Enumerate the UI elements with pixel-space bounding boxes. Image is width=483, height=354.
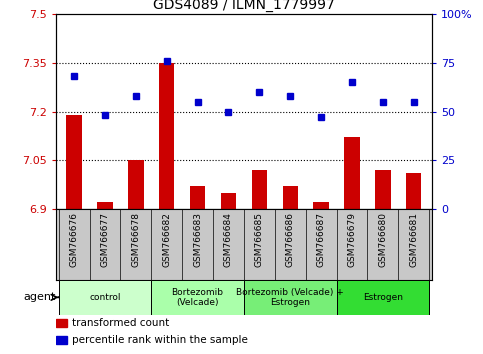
Text: GSM766681: GSM766681: [409, 212, 418, 267]
Text: GSM766680: GSM766680: [378, 212, 387, 267]
Text: GSM766684: GSM766684: [224, 212, 233, 267]
Text: GSM766682: GSM766682: [162, 212, 171, 267]
Title: GDS4089 / ILMN_1779997: GDS4089 / ILMN_1779997: [153, 0, 335, 12]
Bar: [56, 319, 67, 327]
Bar: [56, 336, 67, 344]
Text: GSM766687: GSM766687: [317, 212, 326, 267]
Text: Bortezomib
(Velcade): Bortezomib (Velcade): [171, 288, 224, 307]
Text: transformed count: transformed count: [72, 318, 170, 328]
Bar: [159, 63, 174, 209]
Text: GSM766679: GSM766679: [347, 212, 356, 267]
Text: Bortezomib (Velcade) +
Estrogen: Bortezomib (Velcade) + Estrogen: [236, 288, 344, 307]
Text: GSM766686: GSM766686: [286, 212, 295, 267]
Text: agent: agent: [24, 292, 56, 302]
Text: GSM766677: GSM766677: [100, 212, 110, 267]
Bar: [406, 173, 422, 209]
Bar: [252, 170, 267, 209]
Text: GSM766676: GSM766676: [70, 212, 79, 267]
Text: control: control: [89, 293, 121, 302]
Bar: [283, 186, 298, 209]
Text: percentile rank within the sample: percentile rank within the sample: [72, 335, 248, 344]
Bar: [344, 137, 360, 209]
Bar: [97, 202, 113, 209]
Bar: [128, 160, 143, 209]
Bar: [337, 280, 429, 315]
Bar: [151, 280, 244, 315]
Bar: [190, 186, 205, 209]
Text: GSM766685: GSM766685: [255, 212, 264, 267]
Bar: [221, 193, 236, 209]
Text: Estrogen: Estrogen: [363, 293, 403, 302]
Bar: [58, 280, 151, 315]
Bar: [375, 170, 391, 209]
Text: GSM766678: GSM766678: [131, 212, 141, 267]
Bar: [313, 202, 329, 209]
Bar: [66, 115, 82, 209]
Bar: [244, 280, 337, 315]
Text: GSM766683: GSM766683: [193, 212, 202, 267]
